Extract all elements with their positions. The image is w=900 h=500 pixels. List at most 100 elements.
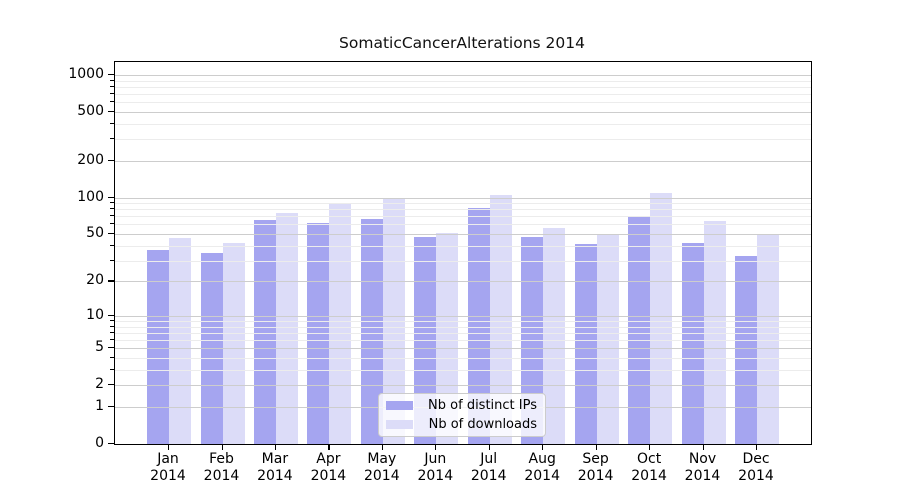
y-axis-minor-tick	[110, 339, 114, 341]
legend-label-downloads: Nb of downloads	[428, 417, 537, 432]
y-axis-tick	[108, 110, 114, 113]
bar-downloads	[436, 232, 459, 444]
bar-distinct-ips	[735, 255, 757, 444]
x-tick-month: Jan	[157, 451, 179, 467]
gridline-minor	[115, 102, 811, 104]
x-tick-year: 2014	[257, 468, 293, 484]
y-axis-tick-label: 1000	[68, 65, 104, 82]
legend-row-downloads: Nb of downloads	[386, 417, 537, 432]
y-axis-tick	[108, 314, 114, 317]
y-axis-minor-tick	[110, 93, 114, 94]
x-tick-month: May	[367, 451, 397, 467]
x-axis-tick-label: Sep 2014	[561, 451, 631, 485]
x-axis-tick	[702, 444, 704, 450]
bar-distinct-ips	[574, 244, 597, 444]
gridline-minor	[115, 94, 811, 95]
x-axis-tick	[328, 444, 330, 450]
legend-row-distinct-ips: Nb of distinct IPs	[386, 398, 537, 413]
x-tick-year: 2014	[150, 468, 186, 484]
y-axis-minor-tick	[110, 259, 114, 261]
gridline-major	[115, 315, 811, 317]
y-axis-tick-label: 1	[95, 398, 104, 414]
bar-distinct-ips	[360, 218, 383, 444]
y-axis-tick	[108, 406, 114, 408]
x-axis-tick	[274, 444, 277, 450]
x-axis-tick	[381, 444, 383, 450]
y-axis-tick-label: 50	[86, 225, 104, 241]
bar-downloads	[703, 221, 726, 444]
gridline-minor	[115, 86, 811, 88]
x-axis-tick	[756, 444, 758, 450]
gridline-major	[115, 160, 811, 162]
gridline-minor	[115, 358, 811, 359]
x-tick-year: 2014	[738, 468, 774, 484]
x-axis-tick-label: Feb 2014	[187, 451, 257, 485]
y-axis-tick	[108, 233, 114, 235]
x-axis-tick	[221, 444, 223, 450]
x-axis-tick	[649, 444, 651, 450]
legend-swatch-distinct-ips	[386, 401, 413, 410]
x-axis-tick-label: Aug 2014	[507, 451, 577, 485]
x-tick-year: 2014	[470, 468, 507, 484]
y-axis-minor-tick	[110, 138, 114, 140]
y-axis-tick	[108, 443, 114, 445]
gridline-minor	[115, 203, 811, 204]
bar-downloads	[275, 212, 298, 444]
x-axis-tick	[488, 444, 490, 450]
x-axis-tick-label: Nov 2014	[668, 451, 738, 485]
y-axis-minor-tick	[110, 325, 114, 327]
gridline-minor	[115, 260, 811, 262]
chart-title: SomaticCancerAlterations 2014	[339, 34, 585, 52]
gridline-minor	[115, 326, 811, 328]
bar-downloads	[329, 203, 352, 444]
x-axis-tick-label: Apr 2014	[293, 451, 363, 485]
y-axis-tick	[108, 159, 114, 161]
y-axis-tick-label: 5	[95, 339, 104, 356]
bar-distinct-ips	[200, 252, 223, 444]
x-tick-year: 2014	[363, 468, 400, 484]
y-axis-minor-tick	[110, 101, 114, 103]
x-tick-year: 2014	[417, 468, 454, 484]
y-axis-minor-tick	[110, 320, 114, 321]
x-tick-month: Sep	[582, 451, 609, 467]
y-axis-tick-label: 500	[77, 102, 104, 119]
gridline-minor	[115, 321, 811, 322]
plot-area	[114, 61, 812, 445]
y-axis-tick	[108, 196, 114, 198]
x-tick-year: 2014	[684, 468, 721, 484]
gridline-major	[115, 197, 811, 199]
x-tick-month: Oct	[636, 451, 662, 467]
x-tick-month: Apr	[316, 451, 341, 467]
x-axis-tick-label: Jul 2014	[454, 451, 524, 485]
y-axis-tick-label: 100	[77, 188, 104, 205]
x-tick-year: 2014	[577, 468, 614, 484]
y-axis-minor-tick	[110, 208, 114, 210]
y-axis-minor-tick	[110, 122, 114, 124]
y-axis-minor-tick	[110, 244, 114, 246]
y-axis-tick	[108, 384, 114, 386]
gridline-major	[115, 348, 811, 350]
x-axis-tick	[542, 444, 544, 450]
y-axis-tick	[108, 347, 114, 349]
y-axis-tick-label: 2	[95, 376, 104, 393]
x-axis-tick-label: Dec 2014	[721, 451, 791, 485]
y-axis-minor-tick	[110, 215, 114, 217]
y-axis-minor-tick	[110, 331, 114, 333]
x-axis-tick-label: Mar 2014	[240, 451, 310, 485]
x-tick-month: Mar	[261, 451, 289, 467]
x-axis-tick	[595, 444, 597, 450]
y-axis-tick-label: 0	[95, 435, 104, 451]
gridline-minor	[115, 139, 811, 141]
bar-distinct-ips	[147, 249, 169, 444]
x-axis-tick	[168, 444, 170, 450]
y-axis-tick-label: 200	[77, 151, 104, 168]
gridline-minor	[115, 369, 811, 371]
x-tick-year: 2014	[524, 468, 560, 484]
legend-swatch-downloads	[386, 420, 413, 429]
gridline-major	[115, 111, 811, 113]
y-axis-minor-tick	[110, 223, 114, 225]
gridline-major	[115, 281, 811, 283]
gridline-minor	[115, 216, 811, 218]
bar-downloads	[596, 234, 619, 444]
y-axis-minor-tick	[110, 79, 114, 81]
